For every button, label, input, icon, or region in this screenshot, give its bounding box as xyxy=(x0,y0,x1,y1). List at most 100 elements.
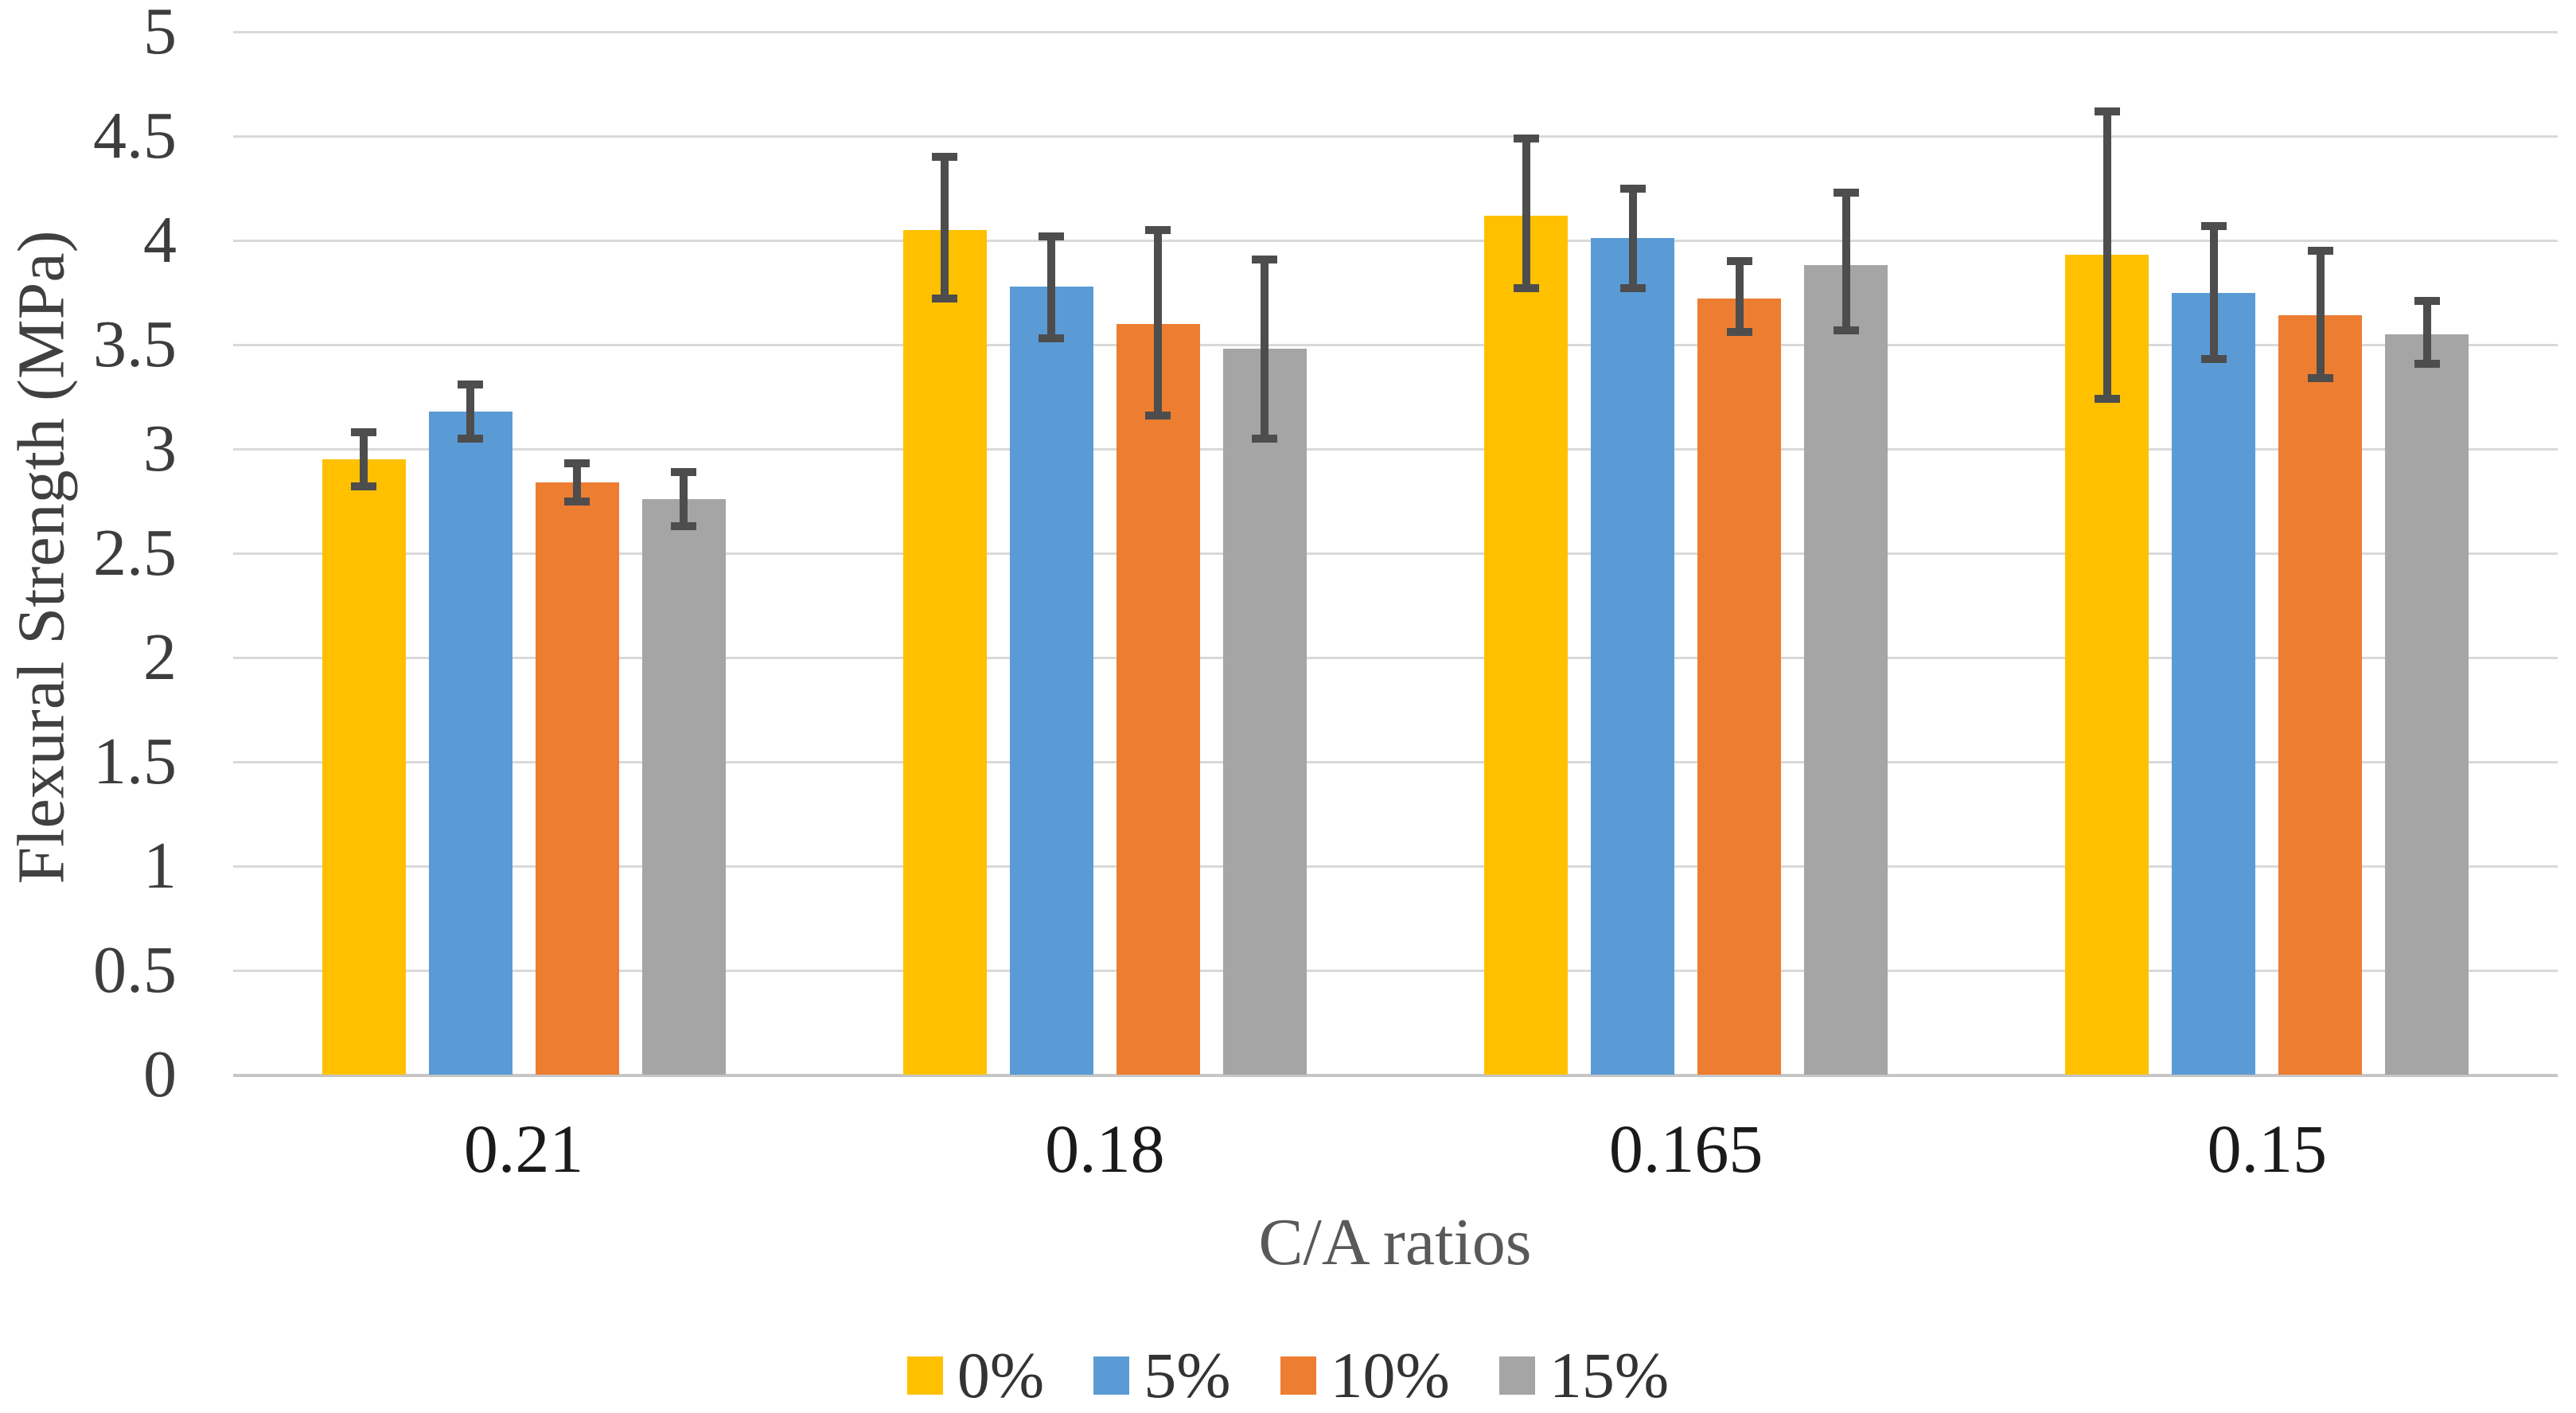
error-bar-0%-0.165 xyxy=(1522,138,1530,289)
legend: 0% 5% 10% 15% xyxy=(0,1339,2576,1411)
error-cap-top-15%-0.18 xyxy=(1252,255,1278,263)
bar-15%-0.21 xyxy=(641,498,726,1075)
error-bar-15%-0.21 xyxy=(680,471,688,526)
bar-0%-0.21 xyxy=(322,459,406,1075)
error-cap-top-5%-0.18 xyxy=(1039,232,1065,240)
bar-5%-0.18 xyxy=(1009,286,1093,1075)
bar-10%-0.15 xyxy=(2278,315,2363,1075)
error-cap-top-10%-0.21 xyxy=(564,459,590,468)
gridline-y-3.5 xyxy=(233,344,2558,346)
error-cap-top-10%-0.18 xyxy=(1145,225,1171,234)
error-cap-top-15%-0.165 xyxy=(1833,188,1859,197)
y-tick-label-0.5: 0.5 xyxy=(93,933,177,1007)
error-cap-top-5%-0.21 xyxy=(458,380,484,388)
error-bar-15%-0.18 xyxy=(1261,259,1269,439)
error-cap-bottom-5%-0.15 xyxy=(2200,355,2227,364)
gridline-y-5 xyxy=(233,31,2558,33)
error-cap-top-10%-0.165 xyxy=(1726,257,1752,266)
error-bar-5%-0.15 xyxy=(2209,225,2218,360)
error-cap-bottom-5%-0.18 xyxy=(1039,334,1065,343)
error-cap-bottom-15%-0.21 xyxy=(671,521,697,530)
error-bar-5%-0.21 xyxy=(466,384,475,439)
error-cap-top-0%-0.21 xyxy=(351,428,377,437)
legend-swatch-10% xyxy=(1280,1356,1316,1395)
legend-swatch-0% xyxy=(906,1356,943,1395)
error-cap-top-15%-0.15 xyxy=(2414,296,2440,305)
y-tick-label-3: 3 xyxy=(143,412,177,486)
error-cap-top-0%-0.15 xyxy=(2094,107,2120,115)
bar-0%-0.18 xyxy=(902,229,987,1075)
gridline-y-2.5 xyxy=(233,552,2558,555)
error-cap-top-15%-0.21 xyxy=(671,467,697,476)
error-bar-5%-0.165 xyxy=(1628,188,1637,289)
y-tick-label-3.5: 3.5 xyxy=(93,307,177,381)
error-bar-10%-0.165 xyxy=(1735,261,1744,333)
y-tick-label-4: 4 xyxy=(143,203,177,277)
gridline-y-4 xyxy=(233,240,2558,242)
error-cap-bottom-10%-0.18 xyxy=(1145,412,1171,420)
bar-5%-0.21 xyxy=(428,411,512,1075)
legend-item-5%: 5% xyxy=(1093,1339,1231,1411)
y-tick-label-1: 1 xyxy=(143,829,177,903)
error-bar-10%-0.15 xyxy=(2316,251,2325,378)
gridline-y-0.5 xyxy=(233,970,2558,972)
legend-item-10%: 10% xyxy=(1280,1343,1450,1408)
bar-0%-0.165 xyxy=(1484,215,1569,1075)
x-tick-label-0.18: 0.18 xyxy=(1045,1110,1165,1187)
error-cap-top-10%-0.15 xyxy=(2307,247,2333,256)
y-tick-label-0: 0 xyxy=(143,1037,177,1111)
error-cap-top-5%-0.165 xyxy=(1619,184,1646,193)
error-cap-bottom-0%-0.165 xyxy=(1513,284,1539,293)
error-bar-10%-0.18 xyxy=(1154,229,1163,416)
error-cap-bottom-15%-0.165 xyxy=(1833,326,1859,334)
error-bar-0%-0.21 xyxy=(360,432,368,487)
gridline-y-3 xyxy=(233,448,2558,451)
error-cap-top-0%-0.18 xyxy=(932,153,958,162)
error-cap-bottom-15%-0.15 xyxy=(2414,359,2440,368)
error-bar-15%-0.15 xyxy=(2422,300,2431,364)
error-bar-15%-0.165 xyxy=(1841,192,1850,330)
error-cap-bottom-5%-0.165 xyxy=(1619,284,1646,293)
gridline-y-2 xyxy=(233,657,2558,659)
y-tick-label-1.5: 1.5 xyxy=(93,724,177,798)
legend-label-5%: 5% xyxy=(1144,1339,1231,1411)
legend-swatch-15% xyxy=(1498,1356,1535,1395)
x-tick-label-0.21: 0.21 xyxy=(463,1110,584,1187)
x-axis-baseline xyxy=(233,1074,2558,1077)
legend-label-10%: 10% xyxy=(1330,1339,1450,1411)
error-cap-bottom-0%-0.18 xyxy=(932,295,958,303)
error-cap-top-5%-0.15 xyxy=(2200,221,2227,230)
error-cap-bottom-0%-0.21 xyxy=(351,482,377,491)
error-cap-bottom-5%-0.21 xyxy=(458,434,484,443)
x-tick-label-0.15: 0.15 xyxy=(2207,1110,2328,1187)
error-cap-bottom-0%-0.15 xyxy=(2094,395,2120,404)
error-bar-5%-0.18 xyxy=(1047,236,1056,339)
y-tick-label-5: 5 xyxy=(143,0,177,68)
x-axis-title: C/A ratios xyxy=(1258,1205,1532,1279)
error-bar-10%-0.21 xyxy=(573,463,582,502)
bar-5%-0.15 xyxy=(2172,292,2256,1075)
legend-item-0%: 0% xyxy=(906,1339,1045,1411)
bar-10%-0.165 xyxy=(1697,299,1782,1075)
legend-label-0%: 0% xyxy=(957,1339,1045,1411)
y-tick-label-2.5: 2.5 xyxy=(93,516,177,590)
gridline-y-4.5 xyxy=(233,135,2558,138)
error-cap-top-0%-0.165 xyxy=(1513,134,1539,142)
gridline-y-1.5 xyxy=(233,761,2558,763)
error-bar-0%-0.18 xyxy=(941,157,949,299)
gridline-y-1 xyxy=(233,865,2558,868)
legend-swatch-5% xyxy=(1093,1356,1130,1395)
bar-10%-0.21 xyxy=(535,482,619,1075)
legend-label-15%: 15% xyxy=(1549,1339,1670,1411)
y-tick-label-4.5: 4.5 xyxy=(93,99,177,173)
bar-15%-0.18 xyxy=(1222,349,1307,1075)
bar-15%-0.15 xyxy=(2385,334,2469,1075)
error-bar-0%-0.15 xyxy=(2102,111,2111,400)
y-tick-label-2: 2 xyxy=(143,620,177,694)
x-tick-label-0.165: 0.165 xyxy=(1608,1110,1763,1187)
bar-5%-0.165 xyxy=(1591,238,1675,1075)
error-cap-bottom-15%-0.18 xyxy=(1252,434,1278,443)
error-cap-bottom-10%-0.21 xyxy=(564,497,590,505)
bar-15%-0.165 xyxy=(1804,265,1888,1075)
